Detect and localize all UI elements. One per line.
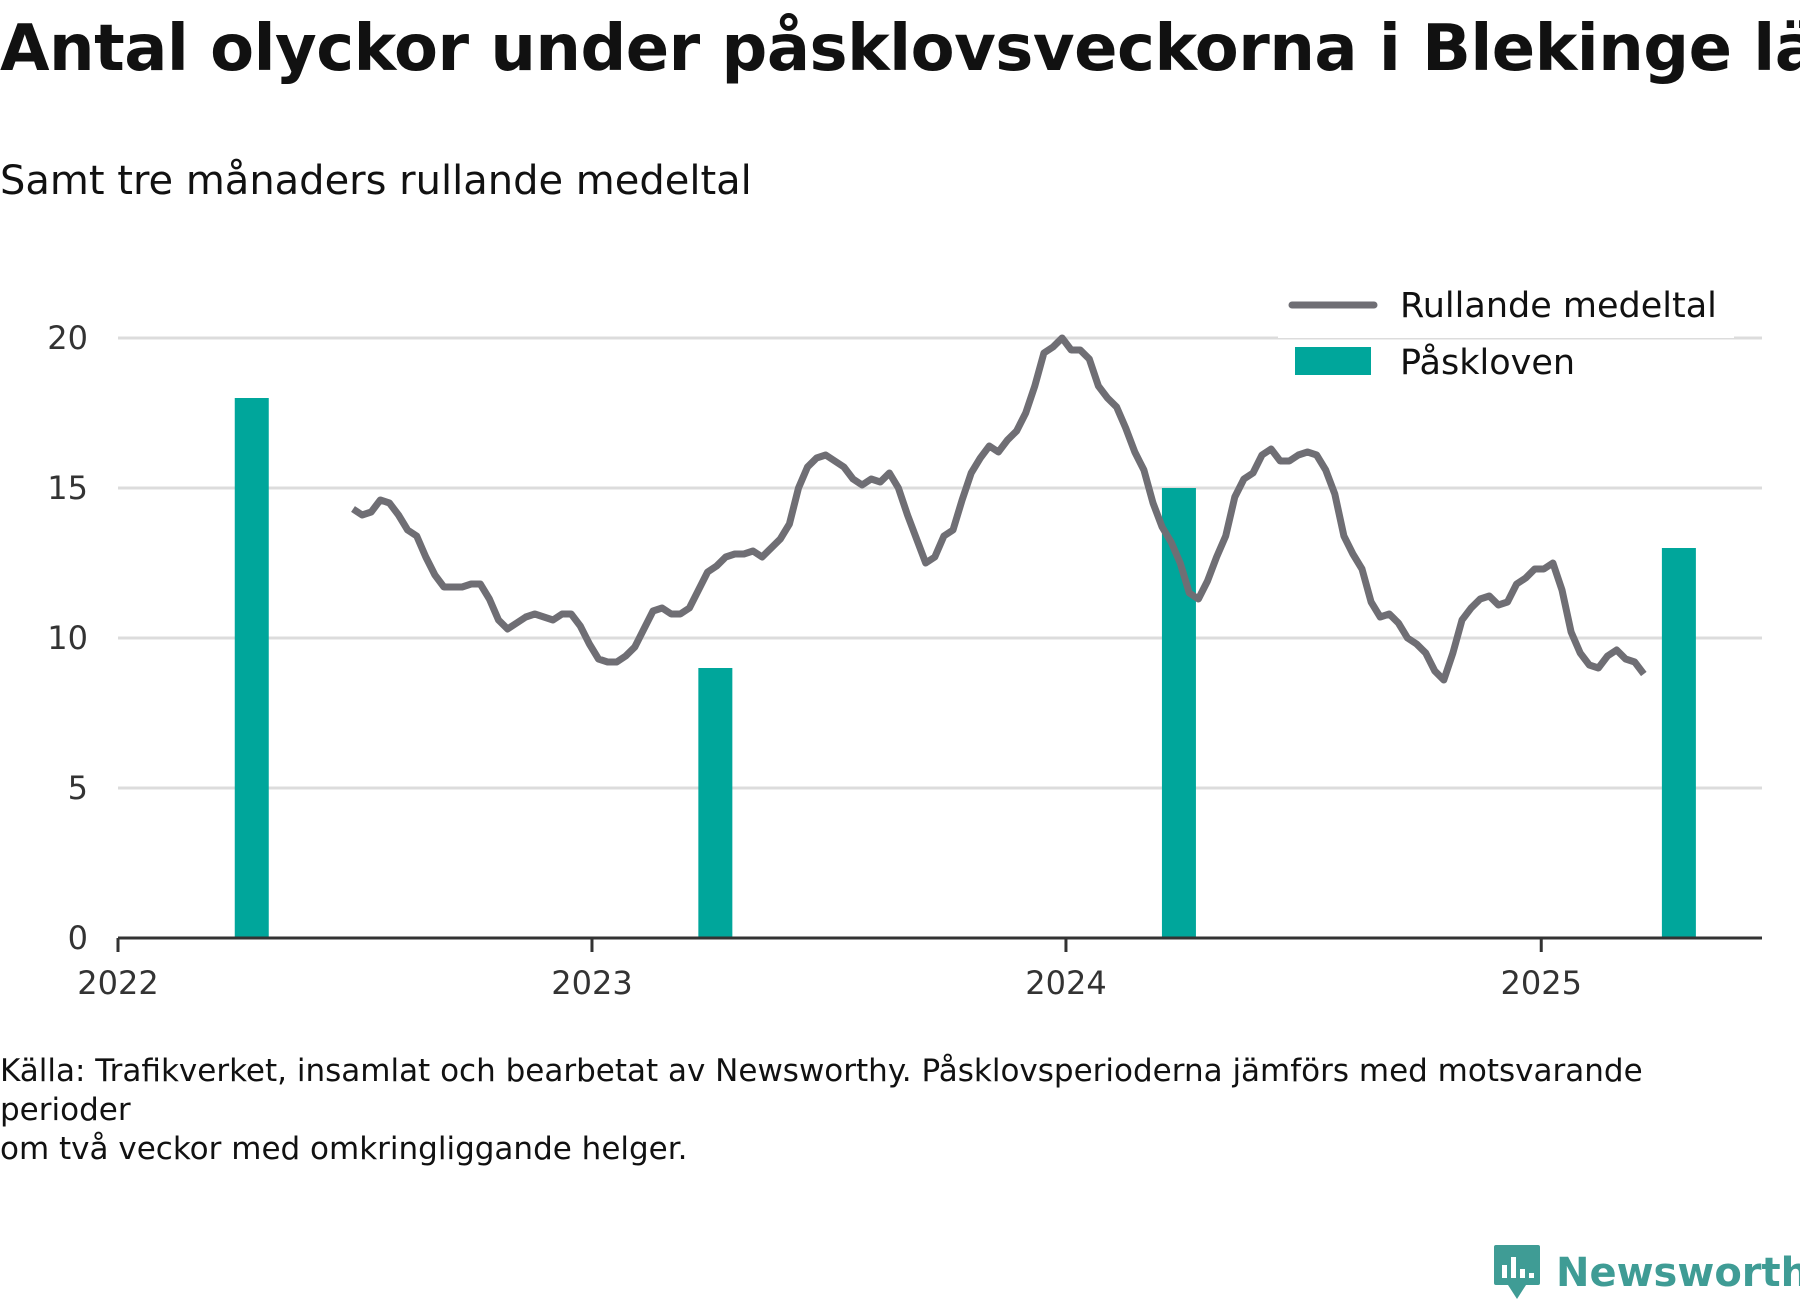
legend: Rullande medeltal Påskloven (1278, 278, 1734, 383)
y-tick-label-15: 15 (47, 469, 88, 507)
bar-paskloven-1 (698, 668, 733, 938)
y-tick-label-0: 0 (68, 919, 88, 957)
bar-series-paskloven (234, 398, 1696, 938)
chart: 0 5 10 15 20 2022 2023 2024 2025 Rullande medelt… (47, 278, 1762, 1002)
line-rullande-medeltal (351, 334, 1647, 684)
line-series-rullande-medeltal (351, 334, 1647, 684)
x-tick-label-2022: 2022 (77, 964, 158, 1002)
source-line-1: Källa: Trafikverket, insamlat och bearbe… (0, 1053, 1643, 1089)
newsworthy-logo: Newsworthy (1492, 1240, 1800, 1306)
x-tick-label-2023: 2023 (551, 964, 632, 1002)
source-line-3: om två veckor med omkringliggande helger… (0, 1131, 688, 1167)
x-tick-label-2025: 2025 (1501, 964, 1582, 1002)
source-note: Källa: Trafikverket, insamlat och bearbe… (0, 1052, 1700, 1169)
gridlines (118, 336, 1762, 790)
bar-paskloven-3 (1661, 548, 1696, 938)
chart-title: Antal olyckor under påsklovsveckorna i B… (0, 12, 1800, 86)
legend-label-bar: Påskloven (1400, 342, 1575, 383)
bar-paskloven-0 (234, 398, 269, 938)
newsworthy-logo-icon (1494, 1245, 1540, 1299)
y-tick-label-20: 20 (47, 319, 88, 357)
source-line-2: perioder (0, 1092, 131, 1128)
axes: 0 5 10 15 20 2022 2023 2024 2025 (47, 319, 1762, 1002)
y-tick-label-10: 10 (47, 619, 88, 657)
chart-subtitle: Samt tre månaders rullande medeltal (0, 158, 752, 204)
x-tick-label-2024: 2024 (1025, 964, 1106, 1002)
legend-swatch-bar (1295, 347, 1371, 375)
newsworthy-logo-text: Newsworthy (1556, 1250, 1800, 1296)
y-tick-label-5: 5 (68, 769, 88, 807)
legend-label-line: Rullande medeltal (1400, 286, 1717, 326)
